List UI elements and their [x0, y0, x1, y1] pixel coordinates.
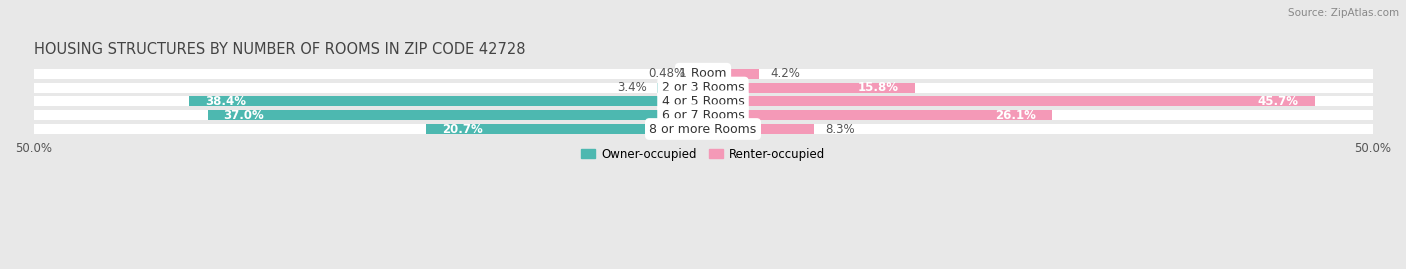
Text: 38.4%: 38.4%: [205, 95, 246, 108]
Text: 45.7%: 45.7%: [1258, 95, 1299, 108]
Text: 8.3%: 8.3%: [825, 122, 855, 136]
Bar: [703, 83, 914, 93]
Legend: Owner-occupied, Renter-occupied: Owner-occupied, Renter-occupied: [576, 143, 830, 165]
Bar: [703, 110, 1053, 120]
Text: 2 or 3 Rooms: 2 or 3 Rooms: [662, 81, 744, 94]
Bar: [703, 124, 814, 134]
Text: 4.2%: 4.2%: [770, 67, 800, 80]
Bar: [703, 96, 1315, 106]
Bar: [658, 83, 703, 93]
Text: HOUSING STRUCTURES BY NUMBER OF ROOMS IN ZIP CODE 42728: HOUSING STRUCTURES BY NUMBER OF ROOMS IN…: [34, 42, 524, 57]
Text: 3.4%: 3.4%: [617, 81, 647, 94]
Text: 15.8%: 15.8%: [858, 81, 898, 94]
Text: 8 or more Rooms: 8 or more Rooms: [650, 122, 756, 136]
Bar: [34, 96, 1372, 106]
Bar: [34, 69, 1372, 79]
Bar: [188, 96, 703, 106]
Bar: [208, 110, 703, 120]
Bar: [703, 69, 759, 79]
Bar: [34, 83, 1372, 93]
Text: 20.7%: 20.7%: [441, 122, 482, 136]
Bar: [426, 124, 703, 134]
Text: 6 or 7 Rooms: 6 or 7 Rooms: [662, 109, 744, 122]
Text: 37.0%: 37.0%: [224, 109, 264, 122]
Text: 0.48%: 0.48%: [648, 67, 686, 80]
Bar: [34, 124, 1372, 134]
Text: 4 or 5 Rooms: 4 or 5 Rooms: [662, 95, 744, 108]
Text: 1 Room: 1 Room: [679, 67, 727, 80]
Text: Source: ZipAtlas.com: Source: ZipAtlas.com: [1288, 8, 1399, 18]
Text: 26.1%: 26.1%: [995, 109, 1036, 122]
Bar: [696, 69, 703, 79]
Bar: [34, 110, 1372, 120]
